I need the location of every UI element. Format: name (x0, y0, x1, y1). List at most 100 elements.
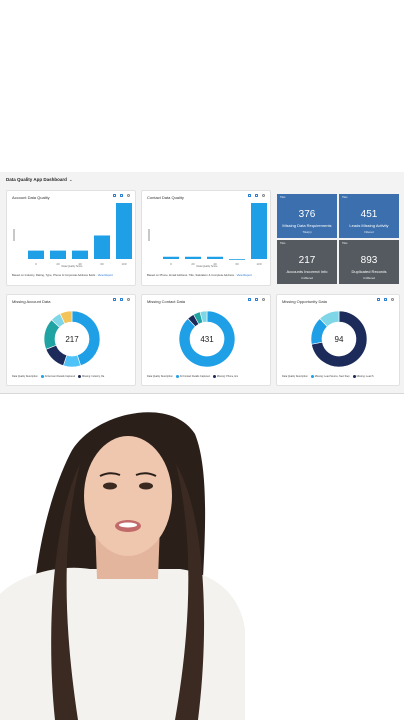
refresh-icon[interactable] (384, 298, 387, 301)
legend: Data Quality Description All Contact Det… (147, 375, 238, 378)
donut-center-value: 94 (334, 335, 344, 344)
kpi-tile[interactable]: Tiles 451 Leads Missing Activity Filtere… (339, 194, 399, 238)
refresh-icon[interactable] (255, 298, 258, 301)
kpi-value: 451 (360, 209, 378, 220)
kpi-tile[interactable]: Tiles 217 Accounts Incorrect Info Unfilt… (277, 240, 337, 284)
x-tick-label: 0 (170, 262, 172, 266)
kpi-tile[interactable]: Tiles 376 Missing Data Requirements Tile… (277, 194, 337, 238)
expand-icon[interactable] (113, 298, 116, 301)
expand-icon[interactable] (248, 298, 251, 301)
donut-slice[interactable] (311, 310, 368, 368)
kpi-value: 376 (298, 209, 316, 220)
kpi-tag: Tiles (342, 242, 348, 245)
bar[interactable] (72, 250, 88, 259)
view-report-link[interactable]: View Report (97, 273, 113, 277)
presenter-photo (0, 394, 404, 720)
kpi-sub: Tiles(s) (302, 230, 312, 234)
x-tick-label: 60 (100, 262, 104, 266)
legend-item: Missing: Lead S (352, 375, 374, 378)
donut-slice[interactable] (199, 310, 208, 323)
x-tick-label: 40 (213, 262, 217, 266)
dashboard: Data Quality App Dashboard ⌄ Account Data… (0, 172, 404, 394)
kpi-value: 893 (360, 255, 378, 266)
more-icon[interactable] (127, 298, 130, 301)
legend-item: Missing: Industry, Ra (78, 375, 104, 378)
refresh-icon[interactable] (120, 194, 123, 197)
bar[interactable] (94, 235, 110, 259)
x-tick-label: 100 (256, 262, 261, 266)
card-actions (113, 194, 130, 197)
more-icon[interactable] (391, 298, 394, 301)
bar[interactable] (185, 256, 201, 259)
kpi-sub: Unfiltered (301, 276, 313, 280)
bar[interactable] (251, 203, 267, 259)
missing-account-donut (43, 310, 101, 368)
bar[interactable] (207, 256, 223, 259)
legend-item: All Contact Details Captured (175, 375, 210, 378)
donut-slice[interactable] (178, 310, 236, 368)
contact-bar-chart: 0 20 40 60 100 (163, 203, 267, 266)
card-note: Based on Industry, Rating, Type, Phone &… (12, 273, 113, 277)
bar[interactable] (28, 250, 44, 259)
note-text: Based on Phone, Email Address, Title, Sa… (147, 273, 235, 277)
x-tick-label: 0 (35, 262, 37, 266)
card-actions (248, 298, 265, 301)
y-axis (13, 229, 15, 241)
kpi-label: Missing Data Requirements (282, 223, 332, 228)
more-icon[interactable] (127, 194, 130, 197)
missing-account-card: Missing Account Data 217 Data Quality De… (6, 294, 136, 386)
account-quality-card: Account Data Quality 0 20 40 60 100 Data Qua… (6, 190, 136, 286)
chevron-down-icon[interactable]: ⌄ (68, 177, 73, 182)
view-report-link[interactable]: View Report (236, 273, 252, 277)
bar[interactable] (163, 256, 179, 259)
x-tick-label: 20 (56, 262, 60, 266)
missing-contact-donut (178, 310, 236, 368)
legend: Data Quality Description Missing: Lead S… (282, 375, 374, 378)
donut-center-value: 217 (65, 335, 79, 344)
more-icon[interactable] (262, 298, 265, 301)
dashboard-title[interactable]: Data Quality App Dashboard ⌄ (6, 177, 73, 183)
dashboard-title-text: Data Quality App Dashboard (6, 177, 67, 182)
y-axis (148, 229, 150, 241)
missing-opportunity-donut (310, 310, 368, 368)
bar[interactable] (116, 203, 132, 259)
card-title: Contact Data Quality (147, 195, 184, 200)
expand-icon[interactable] (113, 194, 116, 197)
bar[interactable] (50, 250, 66, 259)
expand-icon[interactable] (377, 298, 380, 301)
refresh-icon[interactable] (255, 194, 258, 197)
card-title: Account Data Quality (12, 195, 50, 200)
x-axis-label: Data Quality Score (61, 265, 83, 268)
x-tick-label: 40 (78, 262, 82, 266)
legend-title: Data Quality Description (147, 375, 173, 379)
legend-item: Missing: Phone, Em (212, 375, 238, 378)
refresh-icon[interactable] (120, 298, 123, 301)
legend-title: Data Quality Description (12, 375, 38, 379)
card-actions (377, 298, 394, 301)
more-icon[interactable] (262, 194, 265, 197)
kpi-tile[interactable]: Tiles 893 Duplicated Records Unfiltered (339, 240, 399, 284)
card-title: Missing Contact Data (147, 299, 186, 304)
donut-slice[interactable] (319, 310, 340, 328)
legend: Data Quality Description All Account Det… (12, 375, 104, 378)
x-axis-label: Data Quality Score (196, 265, 218, 268)
card-actions (248, 194, 265, 197)
kpi-label: Accounts Incorrect Info (286, 269, 328, 274)
kpi-tag: Tiles (342, 196, 348, 199)
donut-center-value: 431 (200, 335, 214, 344)
card-actions (113, 298, 130, 301)
kpi-sub: Unfiltered (363, 276, 375, 280)
legend-title: Data Quality Description (282, 375, 308, 379)
kpi-label: Duplicated Records (351, 269, 387, 274)
kpi-value: 217 (298, 255, 316, 266)
card-title: Missing Account Data (12, 299, 51, 304)
bar[interactable] (229, 259, 245, 260)
kpi-tag: Tiles (280, 196, 286, 199)
donut-slice[interactable] (59, 310, 73, 325)
card-note: Based on Phone, Email Address, Title, Sa… (147, 273, 252, 277)
missing-opportunity-card: Missing Opportunity Data 94 Data Quality… (276, 294, 400, 386)
expand-icon[interactable] (248, 194, 251, 197)
x-tick-label: 20 (191, 262, 195, 266)
x-tick-label: 60 (235, 262, 239, 266)
